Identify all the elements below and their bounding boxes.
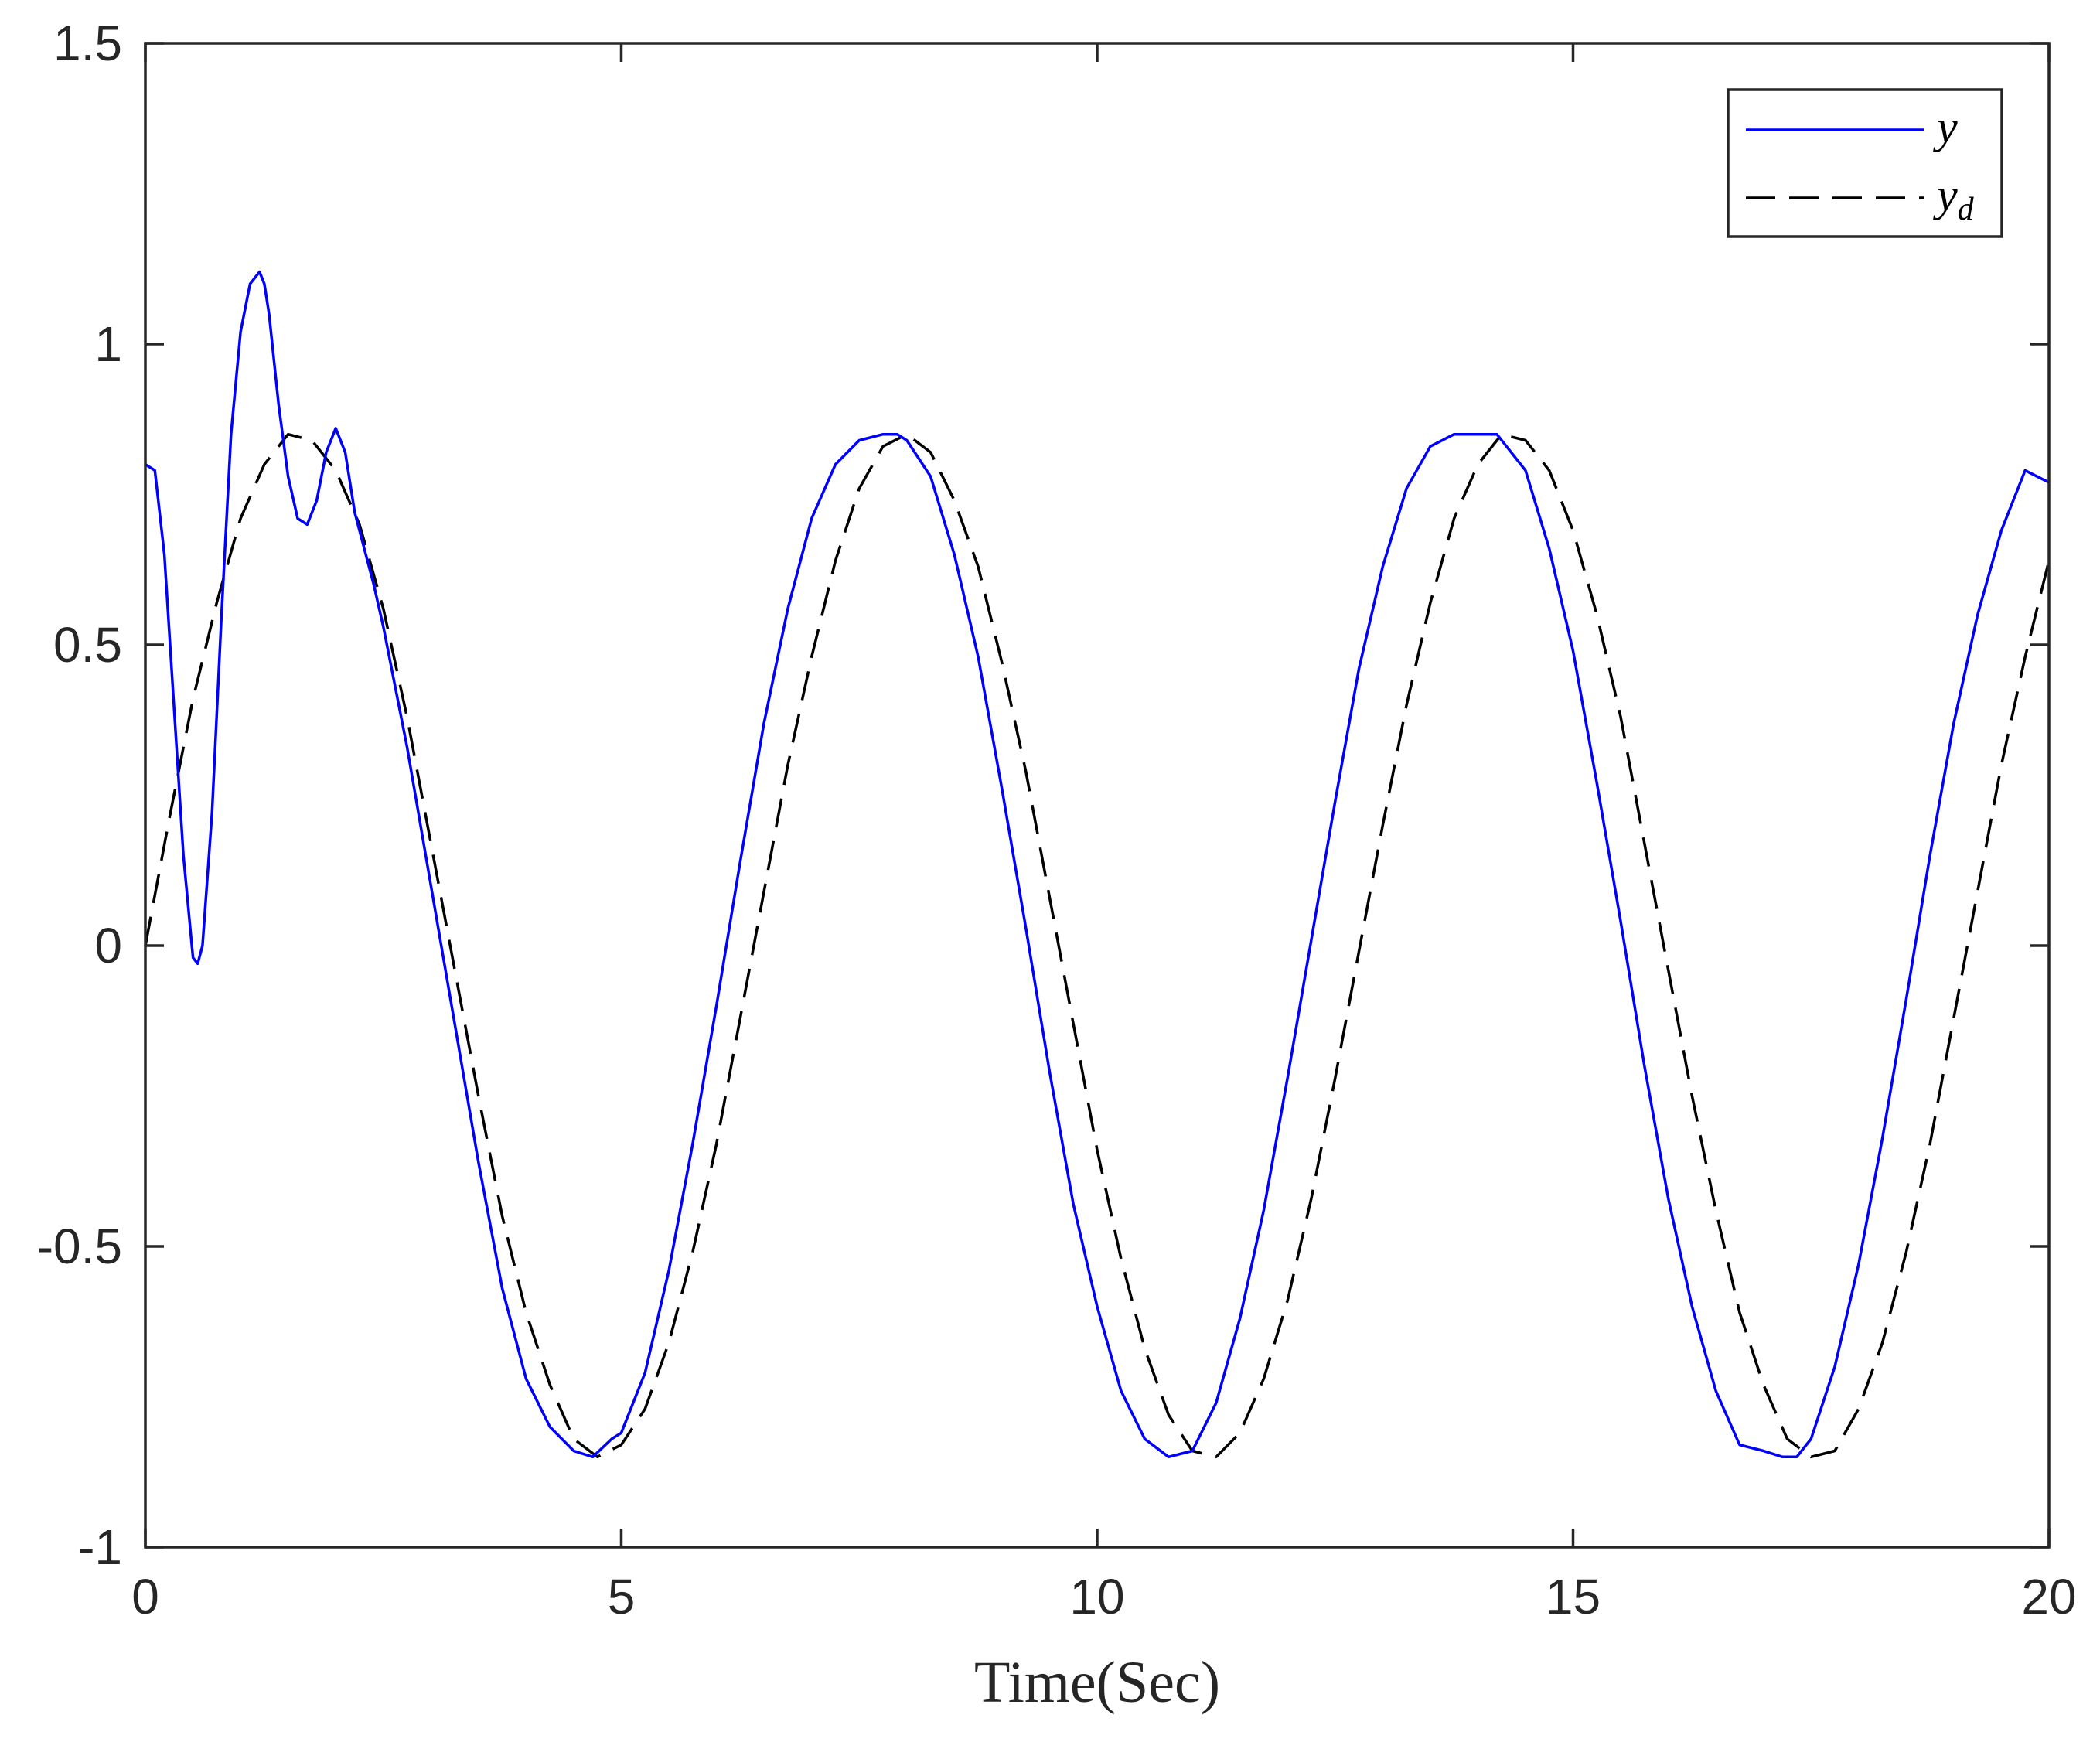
legend-label-y-main: y <box>1932 101 1958 152</box>
legend-label-yd-subscript: d <box>1958 192 1975 227</box>
y-tick-label-3: 0.5 <box>53 617 122 673</box>
series-line-y <box>145 270 2050 1459</box>
plot-area-frame <box>144 42 2051 1549</box>
legend-label-yd: yd <box>1932 169 1975 227</box>
y-tick-label-0: -1 <box>78 1519 122 1575</box>
x-tick-label-4: 20 <box>2021 1569 2076 1624</box>
legend-label-yd-main: y <box>1932 169 1958 220</box>
legend-box <box>1727 88 2003 238</box>
x-tick-label-3: 15 <box>1546 1569 1601 1624</box>
y-tick-label-4: 1 <box>94 316 122 372</box>
x-tick-labels: 0 5 10 15 20 <box>131 1569 2076 1624</box>
y-tick-label-2: 0 <box>94 918 122 973</box>
x-tick-label-2: 10 <box>1069 1569 1124 1624</box>
x-tick-label-0: 0 <box>131 1569 159 1624</box>
y-tick-label-5: 1.5 <box>53 15 122 71</box>
series-layer <box>144 270 2051 1459</box>
x-axis-title: Time(Sec) <box>974 1650 1220 1715</box>
legend: y yd <box>1727 88 2003 238</box>
series-line-yd <box>144 432 2051 1459</box>
x-tick-label-1: 5 <box>608 1569 636 1624</box>
legend-label-y: y <box>1932 101 1958 152</box>
y-tick-labels: -1 -0.5 0 0.5 1 1.5 <box>37 15 122 1575</box>
y-tick-label-1: -0.5 <box>37 1219 122 1274</box>
